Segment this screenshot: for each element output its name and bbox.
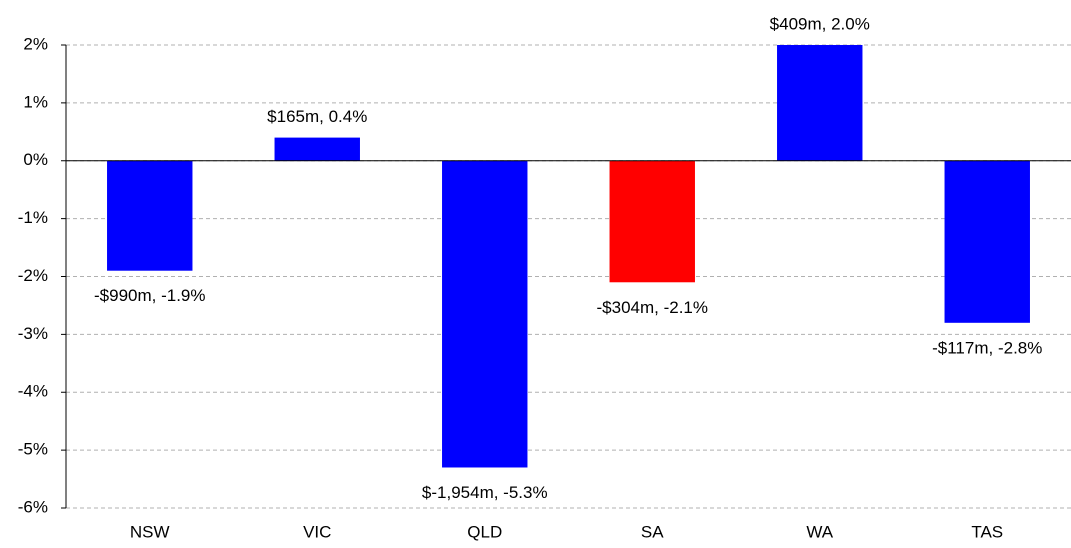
x-tick-label: SA: [641, 522, 664, 541]
x-tick-label: NSW: [130, 522, 170, 541]
y-tick-label: -6%: [18, 497, 48, 516]
y-tick-label: -3%: [18, 324, 48, 343]
x-tick-label: TAS: [971, 522, 1003, 541]
x-tick-label: WA: [806, 522, 833, 541]
y-tick-label: 1%: [23, 92, 48, 111]
bar: [609, 160, 695, 283]
value-label: -$117m, -2.8%: [932, 338, 1042, 357]
bar: [107, 160, 193, 271]
bar: [777, 45, 863, 161]
y-tick-label: -5%: [18, 440, 48, 459]
value-label: $-1,954m, -5.3%: [422, 483, 548, 502]
y-tick-label: -1%: [18, 208, 48, 227]
y-tick-label: -4%: [18, 382, 48, 401]
y-tick-label: -2%: [18, 266, 48, 285]
bar: [274, 137, 360, 161]
y-tick-label: 0%: [23, 150, 48, 169]
bar: [442, 160, 528, 468]
y-tick-label: 2%: [23, 34, 48, 53]
value-label: $409m, 2.0%: [770, 14, 870, 33]
bar: [944, 160, 1030, 323]
x-tick-label: VIC: [303, 522, 331, 541]
value-label: -$990m, -1.9%: [94, 286, 206, 305]
value-label: -$304m, -2.1%: [597, 298, 709, 317]
x-tick-label: QLD: [467, 522, 502, 541]
value-label: $165m, 0.4%: [267, 107, 367, 126]
